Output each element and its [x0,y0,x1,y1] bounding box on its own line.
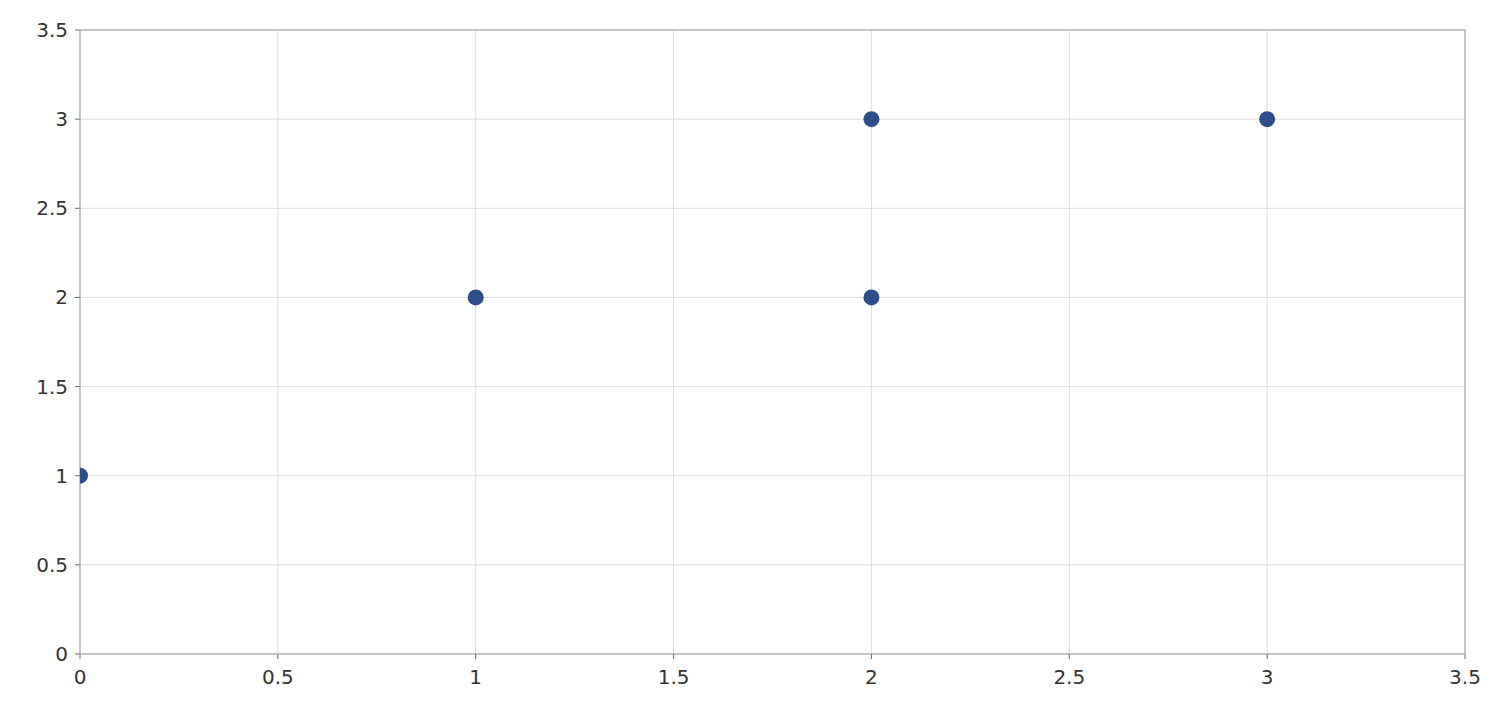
x-tick-label: 0.5 [262,665,294,689]
x-tick-label: 0 [74,665,87,689]
y-grid-line [80,208,1465,209]
y-grid-line [80,475,1465,476]
x-tick-label: 2.5 [1053,665,1085,689]
y-tick [75,119,80,120]
x-grid-line [277,30,278,654]
y-tick [75,654,80,655]
x-tick-label: 2 [865,665,878,689]
chart-container: 0 0.5 1 1.5 2 2.5 3 3.5 0 0.5 1 1.5 2 2.5 3 3.5 [0,0,1501,718]
y-grid-line [80,297,1465,298]
y-tick-label: 1.5 [36,375,68,399]
y-tick-label: 3.5 [36,18,68,42]
y-tick [75,475,80,476]
y-grid-line [80,386,1465,387]
x-tick [1267,654,1268,659]
y-tick-label: 0 [55,642,68,666]
x-tick-label: 3.5 [1449,665,1481,689]
plot-frame [80,30,1465,654]
y-tick [75,30,80,31]
x-tick-label: 3 [1261,665,1274,689]
y-tick [75,386,80,387]
y-tick-label: 2.5 [36,196,68,220]
x-tick-label: 1.5 [658,665,690,689]
y-tick-label: 3 [55,107,68,131]
y-tick-label: 0.5 [36,553,68,577]
x-tick [871,654,872,659]
x-grid-line [673,30,674,654]
scatter-point [863,289,879,305]
chart-svg: 0 0.5 1 1.5 2 2.5 3 3.5 0 0.5 1 1.5 2 2.5 3 3.5 [0,0,1501,718]
y-grid-line [80,119,1465,120]
y-tick [75,564,80,565]
scatter-point [1259,111,1275,127]
x-tick [1465,654,1466,659]
x-tick [475,654,476,659]
x-tick [673,654,674,659]
y-grid-line [80,564,1465,565]
x-grid-line [1069,30,1070,654]
points [80,111,1275,484]
scatter-point [468,289,484,305]
background [0,0,1501,718]
x-tick [1069,654,1070,659]
scatter-point [80,468,88,484]
y-tick-label: 2 [55,285,68,309]
x-grid-line [475,30,476,654]
axes: 0 0.5 1 1.5 2 2.5 3 3.5 0 0.5 1 1.5 2 2.5 3 3.5 [36,18,1481,689]
y-tick-label: 1 [55,464,68,488]
y-tick [75,297,80,298]
x-tick [277,654,278,659]
scatter-point [863,111,879,127]
y-tick [75,208,80,209]
x-tick-label: 1 [469,665,482,689]
grid [80,30,1465,654]
x-tick [80,654,81,659]
